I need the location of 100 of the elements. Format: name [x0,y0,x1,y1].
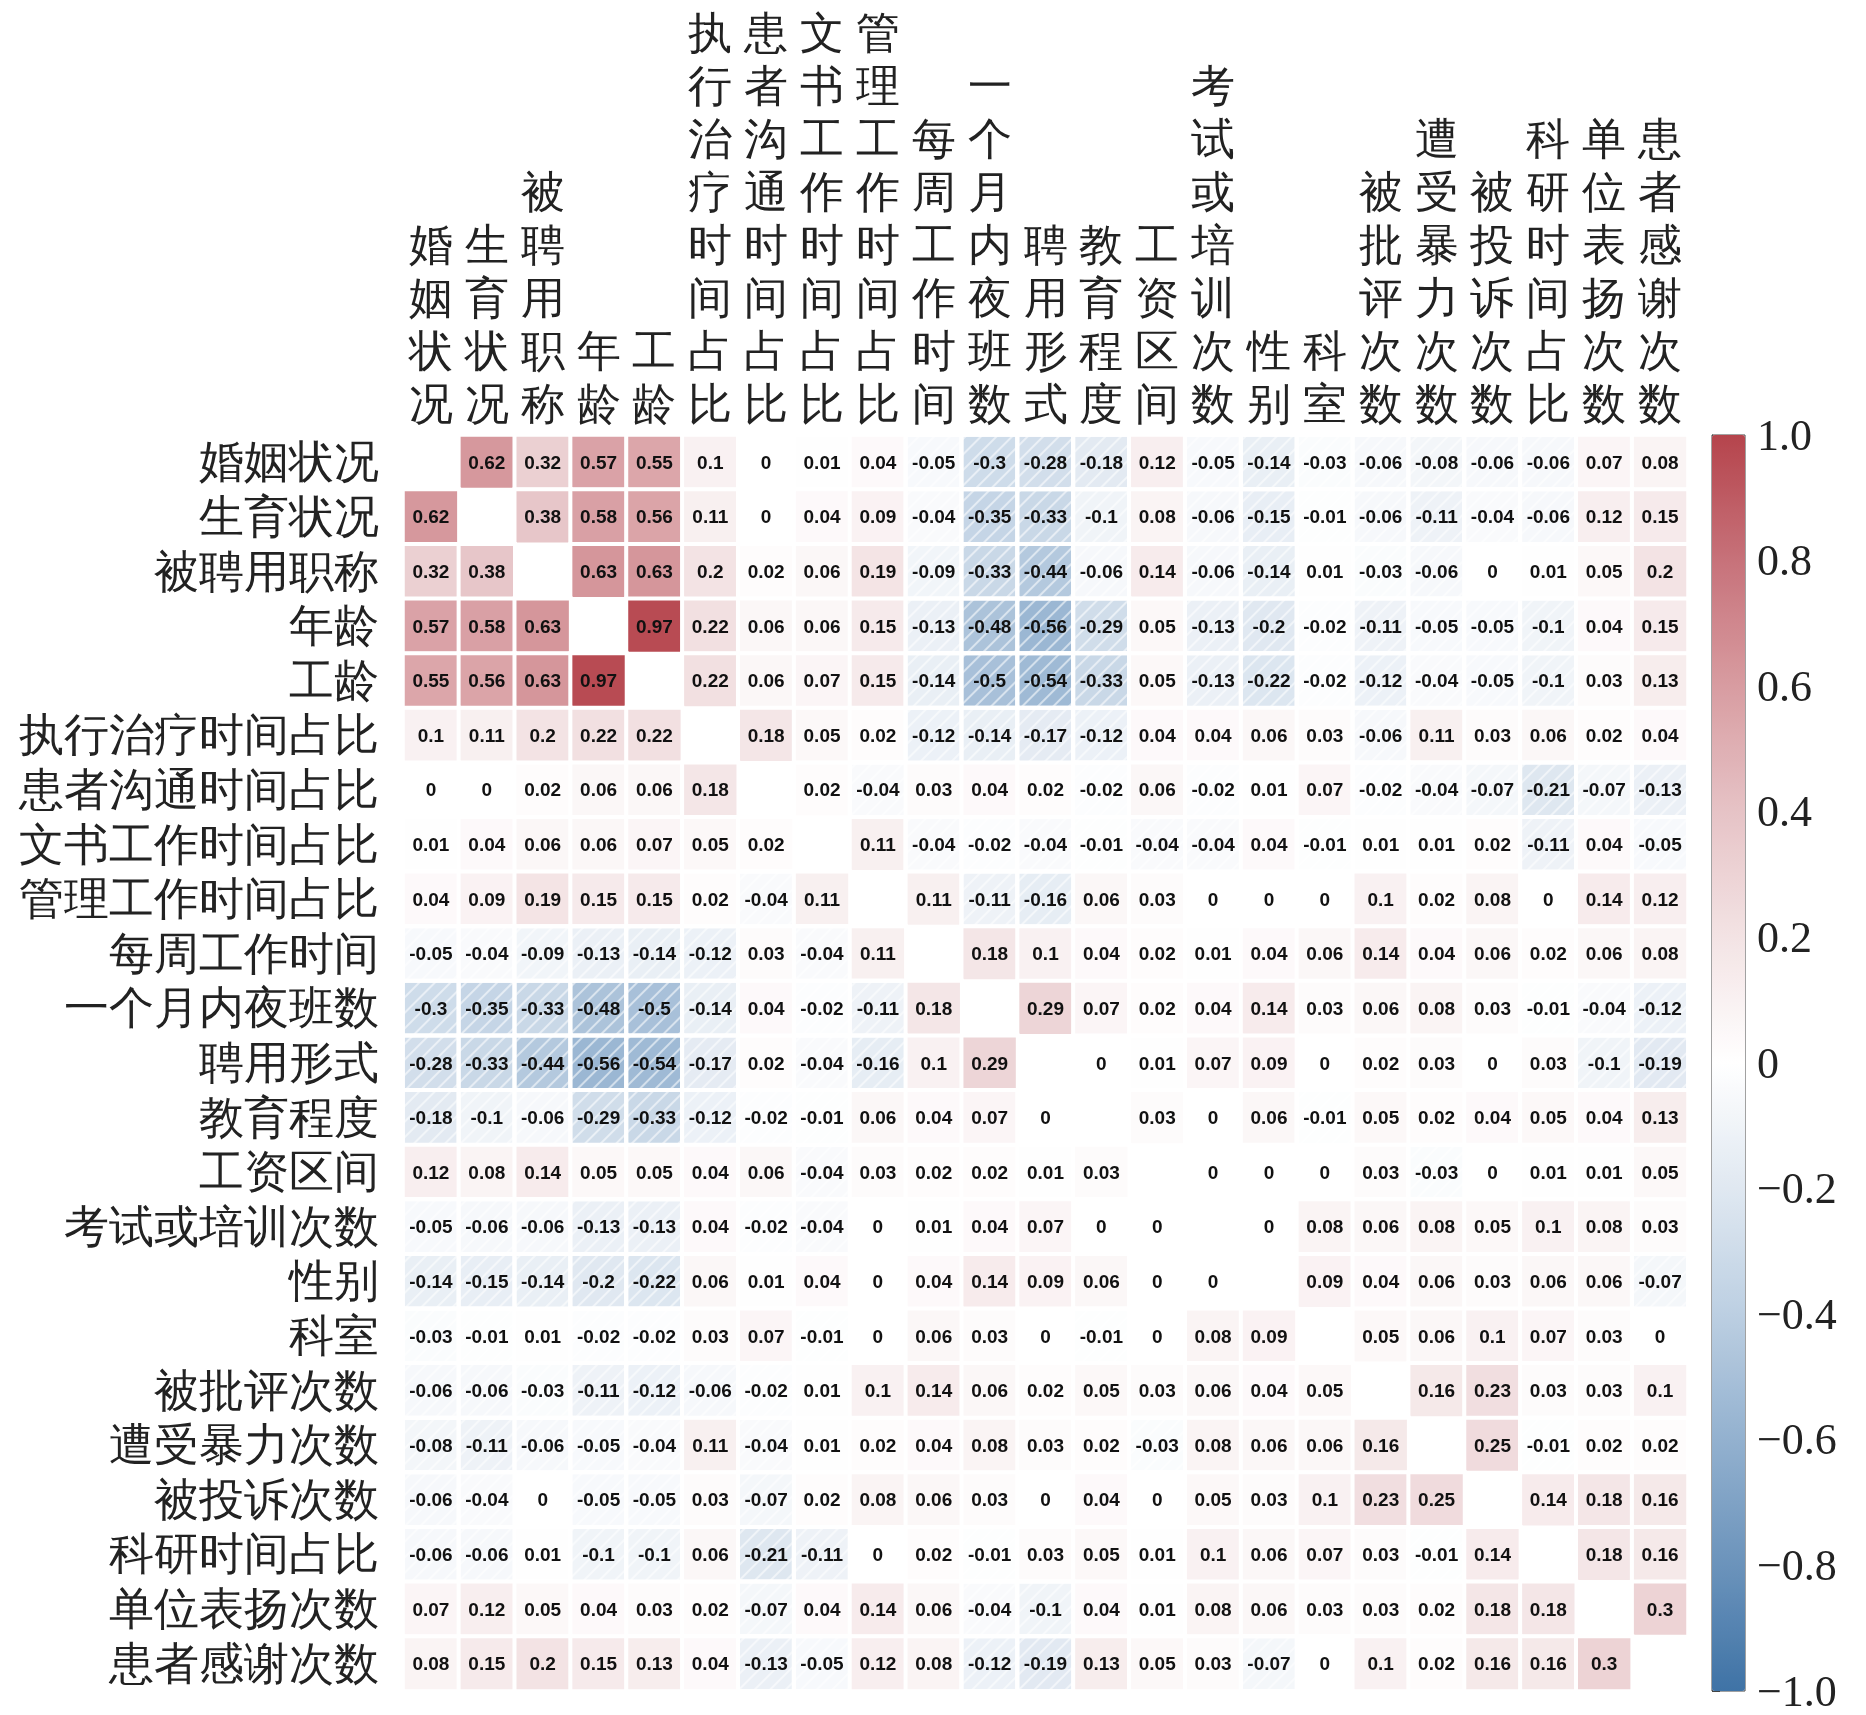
data-label: 0.03 [1306,1598,1344,1620]
data-label: 0.05 [691,834,730,856]
data-label: 0.01 [524,1325,562,1347]
data-label: -0.11 [968,888,1012,910]
data-label: -0.12 [632,1380,677,1402]
data-label: -0.35 [967,506,1012,528]
y-tick-label: 考试或培训次数 [64,1201,379,1252]
data-label: -0.04 [632,1434,677,1456]
data-label: -0.11 [856,997,900,1019]
x-tick-label: 工资区间 [1135,220,1180,431]
data-label: -0.06 [521,1216,565,1238]
data-label: 0.14 [1473,1543,1512,1565]
data-label: 0 [1151,1216,1163,1238]
data-label: 0.1 [1199,1543,1227,1565]
color-bar-label: 1.0 [1757,410,1812,460]
data-label: -0.06 [465,1543,509,1565]
data-label: 0.1 [1646,1380,1674,1402]
x-tick-label: 被聘用职称 [520,167,565,431]
data-label: 0.02 [1418,1107,1456,1129]
y-tick-label: 被批评次数 [154,1365,379,1416]
data-label: -0.12 [912,724,956,746]
data-label: 0 [1151,1270,1163,1292]
y-tick-label: 每周工作时间 [109,928,379,979]
data-label: 0.23 [1473,1380,1511,1402]
data-label: 0.04 [691,1653,730,1675]
data-label: -0.03 [1303,451,1347,473]
data-label: 0.08 [1194,1325,1232,1347]
data-label: 0.06 [747,615,785,637]
data-label: -0.21 [744,1543,789,1565]
y-tick-label: 科研时间占比 [109,1529,379,1580]
data-label: -0.05 [1470,670,1515,692]
data-label: 0.01 [412,834,450,856]
data-label: 0.03 [1138,1380,1176,1402]
data-label: -0.04 [800,1216,845,1238]
data-label: 0.03 [1585,670,1623,692]
data-label: -0.2 [582,1270,615,1292]
data-label: 0.04 [803,1598,841,1620]
data-label: -0.48 [967,615,1012,637]
data-label: 0 [1040,1325,1051,1347]
data-label: -0.06 [465,1380,509,1402]
data-label: 0.63 [524,670,562,692]
data-label: 0.03 [1082,1161,1120,1183]
data-label: 0.06 [1362,1216,1400,1238]
data-label: -0.05 [409,943,454,965]
data-label: 0.02 [747,834,785,856]
data-label: 0 [1207,1270,1219,1292]
data-label: 0.14 [524,1161,562,1183]
data-label: -0.01 [967,1543,1012,1565]
data-label: 0.02 [1585,1434,1623,1456]
data-label: 0.03 [1529,1380,1567,1402]
data-label: 0.1 [1479,1325,1507,1347]
data-label: 0.06 [803,615,841,637]
data-label: 0.1 [1311,1489,1339,1511]
data-label: 0.14 [1138,561,1177,583]
data-label: 0.08 [1306,1216,1344,1238]
data-label: 0.3 [1590,1653,1618,1675]
data-label: 0.04 [859,451,897,473]
data-label: -0.02 [632,1325,677,1347]
data-label: 0.03 [1473,724,1511,746]
data-label: 0.11 [692,506,729,528]
data-label: 0.06 [1473,943,1511,965]
data-label: 0.03 [971,1325,1009,1347]
color-bar-label: 0.6 [1757,661,1812,711]
data-label: -0.05 [576,1434,621,1456]
data-label: 0.01 [747,1270,786,1292]
data-label: 0.16 [1529,1653,1567,1675]
data-label: 0.97 [580,670,618,692]
data-label: 0.06 [1585,943,1623,965]
data-label: 0.03 [915,779,953,801]
data-label: -0.06 [1526,506,1570,528]
data-label: -0.14 [632,943,677,965]
y-tick-label: 性别 [287,1256,379,1307]
data-label: 0.57 [412,615,450,637]
data-label: -0.04 [912,834,956,856]
color-bar-label: −0.2 [1757,1164,1837,1214]
data-label: 0.01 [1529,1161,1568,1183]
data-label: 0.04 [915,1107,953,1129]
data-label: 0.97 [635,615,673,637]
data-label: -0.06 [1191,506,1235,528]
data-label: 0.06 [915,1598,953,1620]
data-label: 0.11 [468,724,506,746]
data-label: 0.04 [915,1434,953,1456]
data-label: -0.15 [1247,506,1292,528]
x-tick-label: 科室 [1302,326,1347,431]
data-label: -0.11 [1415,506,1459,528]
data-label: 0.16 [1362,1434,1400,1456]
data-label: 0.08 [859,1489,897,1511]
data-label: 0.55 [412,670,450,692]
data-label: 0.32 [524,451,562,473]
data-label: -0.1 [470,1107,504,1129]
data-label: 0.04 [1585,834,1624,856]
data-label: -0.06 [409,1543,453,1565]
data-label: 0 [872,1216,884,1238]
data-label: 0.01 [1138,1543,1177,1565]
data-label: 0 [872,1270,884,1292]
data-label: -0.07 [1247,1653,1291,1675]
data-label: 0.12 [412,1161,450,1183]
data-label: 0.03 [1362,1543,1400,1565]
data-label: 0 [1096,1216,1107,1238]
x-tick-label: 执行治疗时间占比 [688,8,733,431]
